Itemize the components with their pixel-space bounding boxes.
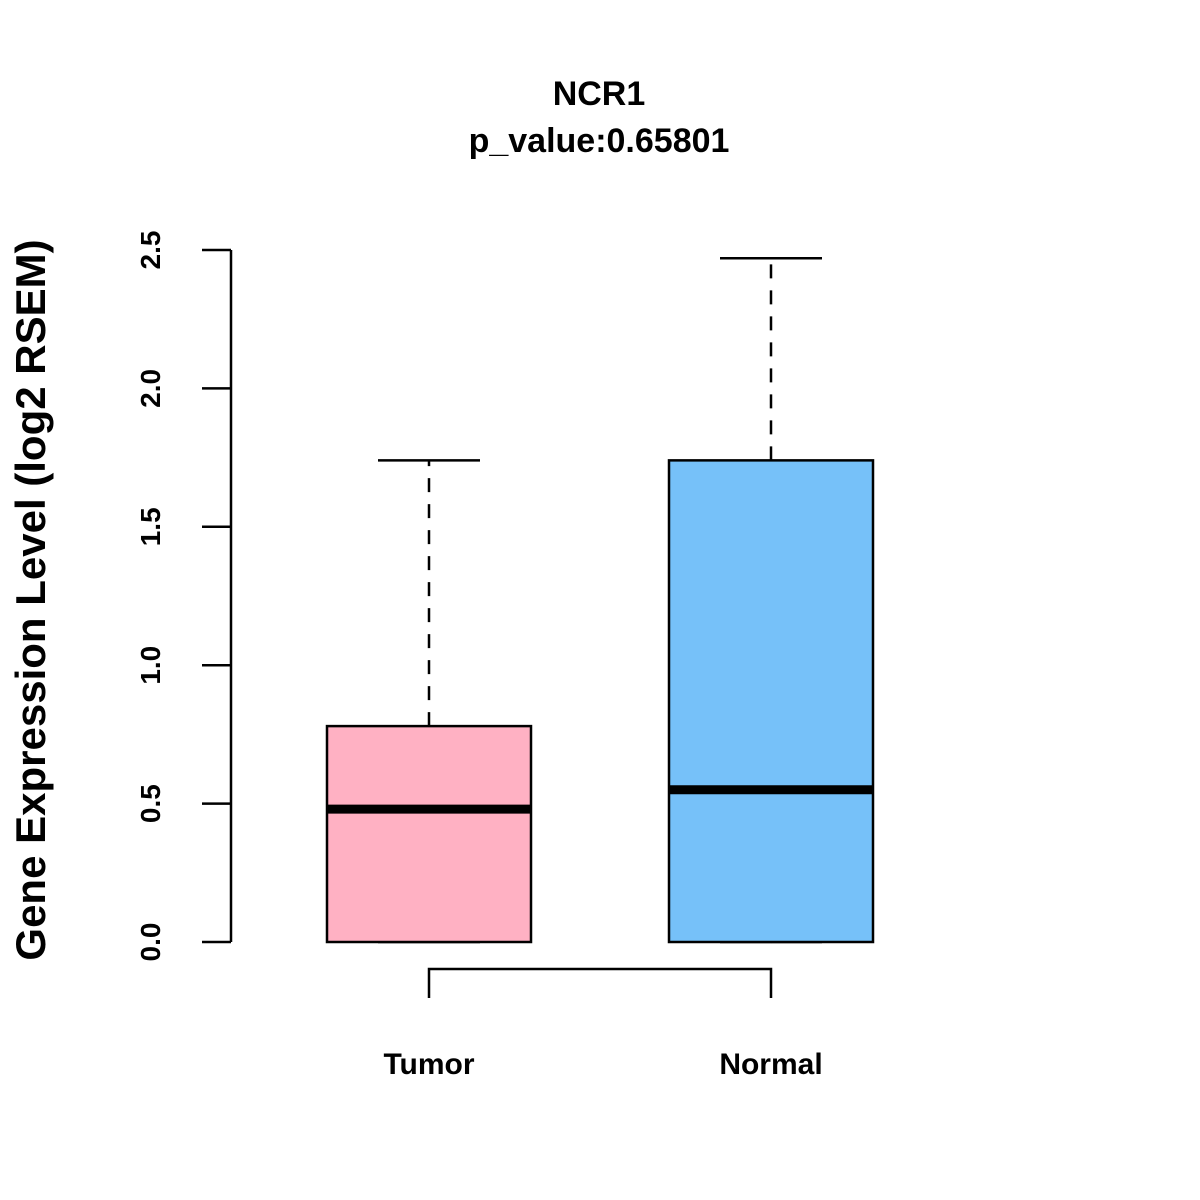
- y-tick-label: 2.5: [135, 231, 166, 270]
- y-tick-label: 0.0: [135, 923, 166, 962]
- box-group: [325, 257, 875, 944]
- y-tick-label: 2.0: [135, 369, 166, 408]
- chart-subtitle: p_value:0.65801: [469, 122, 730, 160]
- box-tumor: [325, 724, 533, 944]
- category-labels: Tumor Normal: [383, 1048, 822, 1081]
- y-axis: 0.0 0.5 1.0 1.5 2.0 2.5: [135, 231, 233, 962]
- y-tick-label: 1.5: [135, 507, 166, 546]
- box-normal: [667, 459, 875, 944]
- category-label-tumor: Tumor: [383, 1048, 474, 1081]
- y-tick-label: 1.0: [135, 646, 166, 685]
- y-tick-label: 0.5: [135, 784, 166, 823]
- category-label-normal: Normal: [719, 1048, 822, 1081]
- comparison-bracket: [427, 967, 773, 998]
- y-axis-label: Gene Expression Level (log2 RSEM): [7, 239, 54, 960]
- bracket-line: [427, 967, 773, 998]
- chart-title: NCR1: [553, 75, 646, 113]
